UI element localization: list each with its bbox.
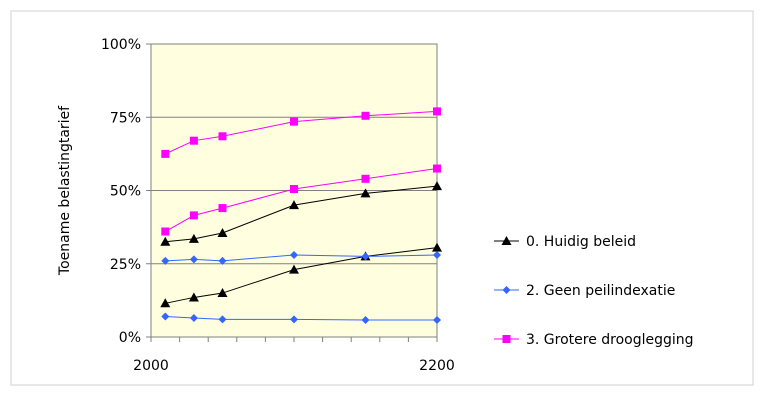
series-line	[165, 315, 437, 321]
legend-marker	[502, 335, 511, 343]
data-point	[433, 250, 441, 259]
series-line	[165, 168, 438, 232]
series-1	[160, 181, 442, 246]
series-4	[161, 312, 441, 325]
data-point	[189, 313, 198, 322]
data-point	[161, 227, 170, 236]
data-point	[432, 181, 442, 191]
legend-marker	[501, 236, 512, 245]
legend-label: 0. Huidig beleid	[526, 234, 636, 250]
data-point	[189, 255, 198, 264]
legend-item: 2. Geen peilindexatie	[494, 283, 675, 299]
data-point	[360, 188, 371, 198]
data-point	[361, 252, 370, 261]
y-tick-label: 75%	[110, 110, 141, 126]
data-point	[218, 132, 227, 141]
legend-item: 0. Huidig beleid	[494, 234, 636, 250]
series-lines	[160, 107, 442, 325]
legend-marker	[502, 286, 511, 294]
series-3	[161, 250, 441, 265]
y-tick-label: 50%	[110, 184, 141, 200]
axes	[146, 43, 438, 342]
data-point	[189, 211, 198, 220]
y-tick-label: 0%	[119, 330, 141, 346]
data-point	[218, 204, 227, 213]
x-tick-label: 2200	[419, 358, 455, 374]
series-2	[160, 242, 442, 308]
data-point	[160, 236, 171, 246]
series-6	[161, 164, 441, 236]
data-point	[217, 227, 228, 237]
y-tick-label: 25%	[110, 257, 141, 273]
data-point	[361, 316, 370, 325]
data-point	[188, 233, 199, 243]
tick-labels: 0% 25% 50% 75% 100% 2000 2200	[101, 37, 455, 374]
data-point	[361, 174, 370, 183]
x-tick-label: 2000	[133, 358, 169, 374]
legend-item: 3. Grotere drooglegging	[494, 332, 694, 348]
legend-label: 3. Grotere drooglegging	[526, 332, 694, 348]
series-5	[161, 107, 441, 158]
data-point	[289, 200, 299, 210]
data-point	[218, 256, 227, 265]
series-line	[165, 185, 438, 243]
data-point	[289, 264, 299, 274]
data-point	[433, 107, 441, 116]
data-point	[361, 111, 370, 120]
data-point	[161, 312, 170, 321]
data-point	[290, 185, 298, 194]
series-line	[165, 110, 438, 155]
data-point	[188, 292, 199, 302]
y-axis-label: Toename belastingtarief	[57, 105, 73, 276]
series-line	[165, 247, 438, 304]
data-point	[290, 315, 298, 324]
series-line	[165, 254, 438, 262]
data-point	[160, 298, 171, 308]
data-point	[161, 149, 170, 158]
data-point	[217, 288, 228, 298]
data-point	[290, 250, 298, 259]
data-point	[189, 136, 198, 145]
y-tick-label: 100%	[101, 37, 141, 53]
data-point	[433, 316, 441, 325]
data-point	[290, 117, 298, 126]
legend: 0. Huidig beleid 2. Geen peilindexatie 3. …	[494, 234, 694, 348]
legend-label: 2. Geen peilindexatie	[526, 283, 675, 299]
data-point	[161, 256, 170, 265]
data-point	[433, 164, 441, 173]
data-point	[432, 242, 442, 252]
data-point	[218, 315, 227, 324]
